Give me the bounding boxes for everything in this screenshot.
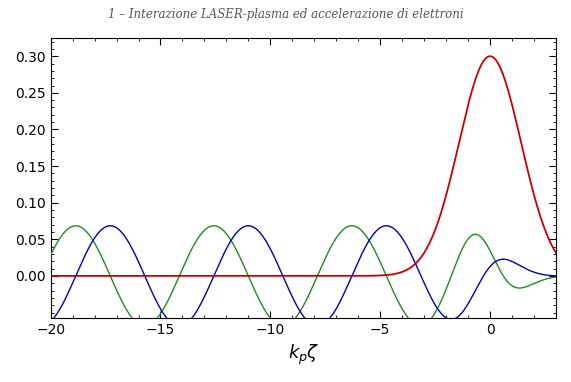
Text: 1 – Interazione LASER-plasma ed accelerazione di elettroni: 1 – Interazione LASER-plasma ed accelera… <box>108 8 463 21</box>
X-axis label: $k_p \zeta$: $k_p \zeta$ <box>288 343 319 367</box>
